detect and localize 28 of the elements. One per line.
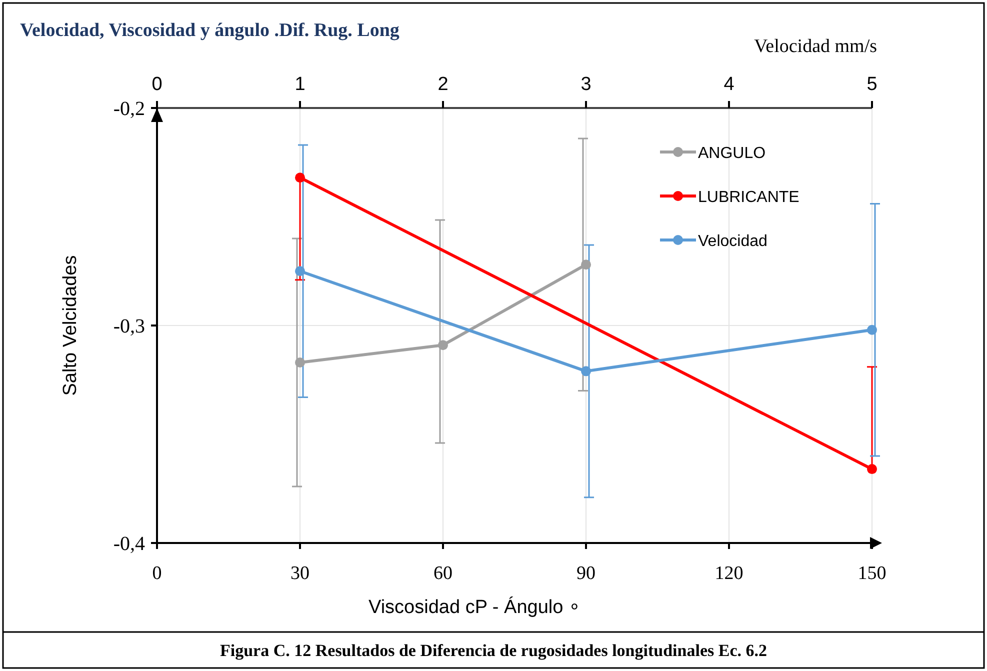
x-tick-label: 60 xyxy=(434,563,452,584)
point xyxy=(295,172,305,183)
legend-label: ANGULO xyxy=(698,145,766,162)
point xyxy=(295,357,305,368)
x-tick-label: 90 xyxy=(576,563,596,584)
x-tick-label: 30 xyxy=(290,563,310,584)
legend-label: LUBRICANTE xyxy=(698,189,800,206)
chart-title: Velocidad, Viscosidad y ángulo .Dif. Rug. Long xyxy=(20,20,400,41)
x2-tick-label: 0 xyxy=(152,74,162,95)
y-axis-title: Salto Velcidades xyxy=(60,255,81,396)
point xyxy=(581,260,591,270)
x2-axis-title: Velocidad mm/s xyxy=(754,36,877,57)
point xyxy=(867,464,877,474)
x2-tick-label: 1 xyxy=(294,74,306,95)
y-tick-label: -0,2 xyxy=(113,98,145,120)
legend-label: Velocidad xyxy=(698,233,768,250)
x2-tick-label: 5 xyxy=(866,74,878,95)
x2-tick-label: 4 xyxy=(724,74,735,95)
x2-tick-label: 3 xyxy=(580,74,592,95)
y-tick-label: -0,4 xyxy=(113,533,145,555)
y-tick-label: -0,3 xyxy=(113,316,145,338)
x-tick-label: 0 xyxy=(152,563,162,584)
text: Figura C. 12 Resultados de Diferencia de rugosidades longitudinales Ec. 6.2 xyxy=(220,641,768,660)
point xyxy=(438,340,448,350)
x-tick-label: 120 xyxy=(714,563,744,584)
x2-tick-label: 2 xyxy=(438,74,448,95)
x-tick-label: 150 xyxy=(858,563,886,584)
x-axis-title: Viscosidad cP - Ángulo ∘ xyxy=(368,596,580,618)
